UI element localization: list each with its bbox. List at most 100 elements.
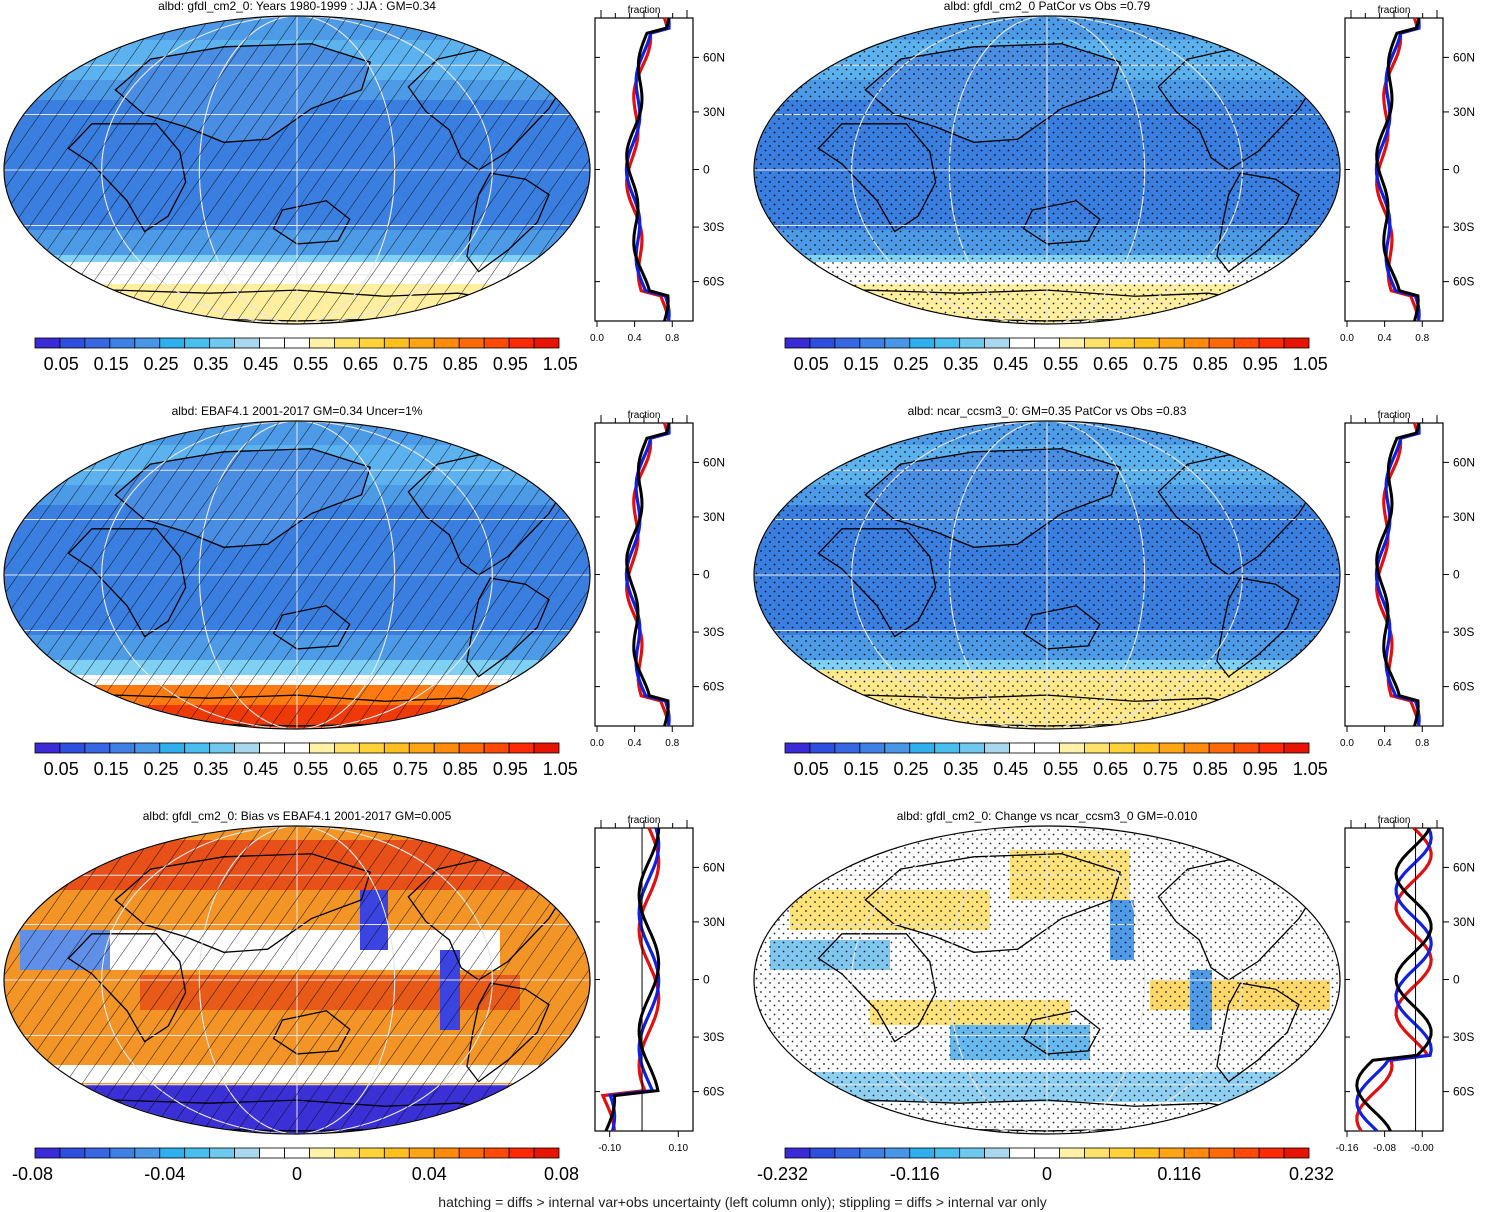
- profile-ytick-30S: 30S: [1453, 1030, 1474, 1044]
- colorbar-label: 0.116: [1157, 1164, 1201, 1184]
- colorbar-swatch: [1258, 742, 1285, 754]
- colorbar-swatch: [309, 337, 335, 349]
- colorbar-swatch: [134, 1147, 161, 1159]
- profile-xtick-0.8: 0.8: [1415, 738, 1429, 749]
- profile-ytick-0: 0: [703, 568, 710, 582]
- profile-ytick-0: 0: [1453, 973, 1460, 987]
- profile-xtick-0.10: 0.10: [669, 1143, 689, 1154]
- colorbar-label: 0.55: [1043, 759, 1078, 779]
- colorbar-swatch: [533, 337, 560, 349]
- colorbar-swatch: [859, 337, 886, 349]
- colorbar-swatch: [1034, 1147, 1060, 1159]
- colorbar-swatch: [259, 742, 285, 754]
- colorbar-swatch: [408, 337, 435, 349]
- colorbar-swatch: [884, 1147, 911, 1159]
- colorbar-swatch: [1158, 1147, 1185, 1159]
- colorbar-label: 0.05: [44, 759, 79, 779]
- profile-ytick-60S: 60S: [703, 1085, 724, 1099]
- colorbar-label: 0.15: [94, 354, 129, 374]
- colorbar-swatch: [159, 742, 186, 754]
- map-title: albd: gfdl_cm2_0 PatCor vs Obs =0.79: [943, 0, 1151, 13]
- colorbar-swatch: [809, 337, 836, 349]
- colorbar-label: 0.232: [1289, 1164, 1334, 1184]
- profile-xtick-0.0: 0.0: [590, 333, 604, 344]
- colorbar-swatch: [184, 337, 211, 349]
- colorbar-swatch: [184, 742, 211, 754]
- colorbar-swatch: [134, 742, 161, 754]
- profile-curve: [1355, 827, 1433, 1132]
- colorbar-label: 0.25: [893, 354, 928, 374]
- profile-ytick-30S: 30S: [1453, 625, 1474, 639]
- profile-ytick-30S: 30S: [703, 220, 724, 234]
- world-map: [3, 15, 591, 325]
- colorbar-label: 0.45: [993, 759, 1028, 779]
- profile-xtick--0.16: -0.16: [1336, 1143, 1359, 1154]
- map-title: albd: gfdl_cm2_0: Change vs ncar_ccsm3_0…: [896, 809, 1198, 823]
- colorbar-label: 0.35: [943, 759, 978, 779]
- profile-xtick-0.0: 0.0: [590, 738, 604, 749]
- colorbar-swatch: [959, 1147, 986, 1159]
- profile-ytick-60S: 60S: [1453, 680, 1474, 694]
- colorbar-swatch: [234, 1147, 260, 1159]
- profile-curve: [608, 827, 661, 1132]
- colorbar-label: 0.15: [844, 354, 879, 374]
- colorbar-swatch: [508, 337, 535, 349]
- colorbar-swatch: [984, 337, 1010, 349]
- colorbar-label: 0.95: [1243, 354, 1278, 374]
- colorbar-swatch: [1233, 1147, 1260, 1159]
- colorbar-label: 0.25: [143, 759, 178, 779]
- colorbar-swatch: [433, 742, 460, 754]
- colorbar-swatch: [909, 742, 936, 754]
- colorbar-swatch: [234, 742, 260, 754]
- colorbar-swatch: [159, 1147, 186, 1159]
- colorbar-swatch: [1084, 742, 1110, 754]
- colorbar-swatch: [59, 742, 86, 754]
- colorbar-swatch: [1059, 742, 1085, 754]
- colorbar-label: 0.75: [1143, 759, 1178, 779]
- colorbar-label: 0: [1042, 1164, 1052, 1184]
- coastline-greenland: [536, 846, 585, 880]
- profile-ytick-30N: 30N: [1453, 105, 1475, 119]
- colorbar-label: -0.232: [757, 1164, 808, 1184]
- colorbar-swatch: [1108, 1147, 1135, 1159]
- profile-ytick-30N: 30N: [703, 915, 725, 929]
- colorbar-label: 0.15: [844, 759, 879, 779]
- colorbar-swatch: [1009, 742, 1035, 754]
- colorbar-swatch: [458, 742, 485, 754]
- colorbar-label: 0.45: [993, 354, 1028, 374]
- colorbar-swatch: [1258, 1147, 1285, 1159]
- colorbar-label: 0: [292, 1164, 302, 1184]
- coastline-greenland: [536, 441, 585, 475]
- colorbar-swatch: [859, 742, 886, 754]
- colorbar-swatch: [34, 337, 61, 349]
- colorbar-label: 0.55: [293, 354, 328, 374]
- colorbar-swatch: [1009, 337, 1035, 349]
- colorbar-swatch: [433, 1147, 460, 1159]
- profile-ytick-60S: 60S: [1453, 1085, 1474, 1099]
- colorbar-swatch: [59, 1147, 86, 1159]
- colorbar-swatch: [784, 337, 811, 349]
- profile-xtick-0.4: 0.4: [1378, 738, 1392, 749]
- colorbar-swatch: [109, 337, 136, 349]
- colorbar-swatch: [508, 742, 535, 754]
- profile-xtick-0.8: 0.8: [665, 333, 679, 344]
- colorbar: 0.05 0.15 0.25 0.35 0.45 0.55 0.65 0.75 0.85 0.95…: [784, 337, 1328, 374]
- colorbar-swatch: [934, 337, 961, 349]
- map-panel-1: albd: gfdl_cm2_0: Years 1980-1999 : JJA …: [0, 0, 742, 400]
- map-panel-2: albd: gfdl_cm2_0 PatCor vs Obs =0.79 frac…: [750, 0, 1485, 400]
- colorbar-label: 1.05: [543, 354, 578, 374]
- colorbar-label: -0.116: [890, 1164, 940, 1184]
- colorbar-swatch: [1133, 337, 1160, 349]
- profile-curve: [625, 17, 671, 322]
- profile-ytick-30S: 30S: [1453, 220, 1474, 234]
- colorbar-label: 0.45: [243, 354, 278, 374]
- profile-ytick-60S: 60S: [703, 680, 724, 694]
- colorbar-label: 0.35: [193, 759, 228, 779]
- colorbar-swatch: [109, 742, 136, 754]
- colorbar-swatch: [184, 1147, 211, 1159]
- colorbar-swatch: [1233, 742, 1260, 754]
- profile-curve: [1375, 17, 1421, 322]
- colorbar-swatch: [1059, 337, 1085, 349]
- colorbar-label: 0.05: [44, 354, 79, 374]
- colorbar-swatch: [834, 742, 861, 754]
